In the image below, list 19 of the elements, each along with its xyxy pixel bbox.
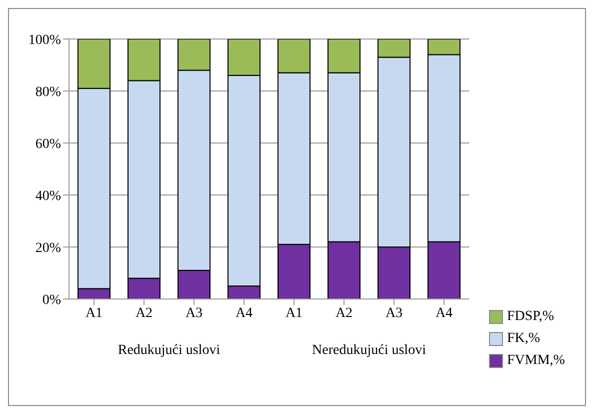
x-tick-label: A4 <box>235 306 253 321</box>
x-tick-label: A1 <box>285 306 303 321</box>
y-tick-label: 40% <box>35 188 62 204</box>
y-tick-label: 100% <box>28 32 62 48</box>
text: Redukujući uslovi <box>116 342 222 360</box>
x-tick-label: A1 <box>85 306 103 321</box>
y-tick-label: 60% <box>35 136 62 152</box>
x-tick-label: A3 <box>385 306 403 321</box>
legend-label: FVMM,% <box>507 353 565 369</box>
legend-label: FDSP,% <box>507 309 554 325</box>
y-tick-label: 20% <box>35 240 62 256</box>
y-tick-label: 80% <box>35 84 62 100</box>
y-tick-label: 0% <box>42 292 62 308</box>
text: Neredukujući uslovi <box>311 342 427 360</box>
x-tick-label: A2 <box>135 306 153 321</box>
x-tick-label: A4 <box>435 306 453 321</box>
text: FK,% <box>507 331 540 347</box>
x-tick-label: A2 <box>335 306 353 321</box>
x-tick-label: A3 <box>185 306 203 321</box>
